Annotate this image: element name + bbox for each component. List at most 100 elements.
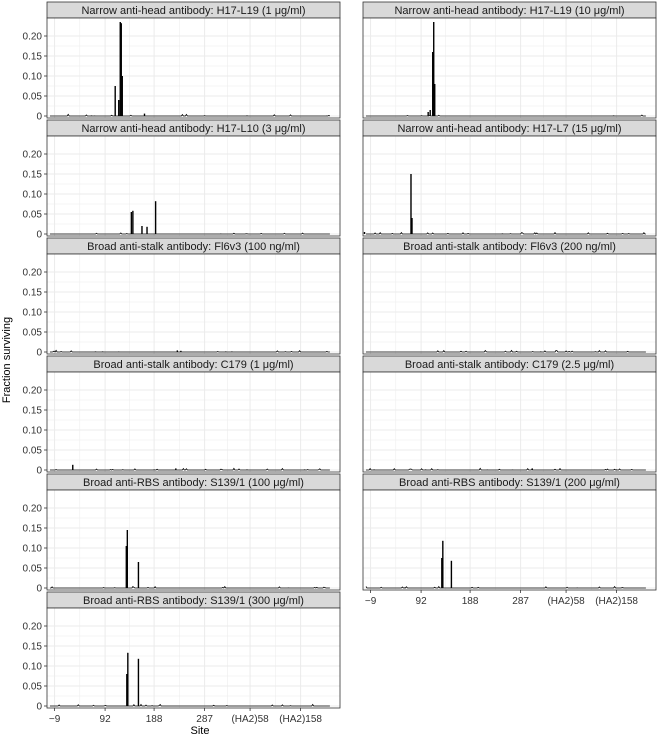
panel-border <box>362 17 657 119</box>
y-tick-label: 0.15 <box>23 524 43 535</box>
facet-title: Narrow anti-head antibody: H17-L10 (3 μg… <box>81 123 305 135</box>
y-tick-label: 0.10 <box>23 308 43 319</box>
facet-title: Narrow anti-head antibody: H17-L19 (10 μ… <box>394 5 624 17</box>
panel-border <box>362 371 657 473</box>
baseline-trace <box>50 467 330 471</box>
facet-title: Broad anti-stalk antibody: C179 (2.5 μg/… <box>405 359 614 371</box>
baseline-trace <box>366 349 646 353</box>
x-tick-label: 287 <box>196 714 213 725</box>
facet-title: Broad anti-RBS antibody: S139/1 (200 μg/… <box>399 477 620 489</box>
panel-background <box>47 254 340 354</box>
y-tick-label: 0.15 <box>23 170 43 181</box>
y-tick-label: 0.05 <box>23 328 43 339</box>
panel-border <box>46 607 341 709</box>
panel-border <box>46 135 341 237</box>
facet-panel: Narrow anti-head antibody: H17-L7 (15 μg… <box>362 119 657 237</box>
baseline-trace <box>50 585 330 589</box>
y-tick-label: 0.05 <box>23 682 43 693</box>
y-tick-label: 0.05 <box>23 564 43 575</box>
y-tick-label: 0.10 <box>23 426 43 437</box>
panel-background <box>47 608 340 708</box>
x-tick-label: (HA2)158 <box>279 714 322 725</box>
y-tick-label: 0.10 <box>23 190 43 201</box>
facet-panel: Broad anti-stalk antibody: C179 (1 μg/ml… <box>23 355 341 477</box>
baseline-trace <box>50 703 330 707</box>
facet-title: Broad anti-stalk antibody: Fl6v3 (200 ng… <box>403 241 616 253</box>
panel-background <box>363 136 656 236</box>
facet-title: Narrow anti-head antibody: H17-L7 (15 μg… <box>397 123 621 135</box>
facet-title: Broad anti-RBS antibody: S139/1 (300 μg/… <box>83 595 304 607</box>
y-tick-label: 0.20 <box>23 268 43 279</box>
x-tick-label: 287 <box>512 596 529 607</box>
panel-background <box>363 372 656 472</box>
panel-border <box>362 489 657 591</box>
baseline-trace <box>50 349 330 353</box>
panel-background <box>47 490 340 590</box>
y-tick-label: 0.15 <box>23 52 43 63</box>
facet-panel: Narrow anti-head antibody: H17-L10 (3 μg… <box>23 119 341 241</box>
facet-panel: Narrow anti-head antibody: H17-L19 (1 μg… <box>23 1 341 123</box>
baseline-trace <box>366 114 646 117</box>
x-tick-label: (HA2)58 <box>547 596 585 607</box>
y-tick-label: 0.20 <box>23 504 43 515</box>
y-tick-label: 0.20 <box>23 150 43 161</box>
panel-border <box>46 371 341 473</box>
y-tick-label: 0 <box>36 348 42 359</box>
x-tick-label: 92 <box>416 596 428 607</box>
y-tick-label: 0 <box>36 466 42 477</box>
baseline-trace <box>50 113 331 117</box>
facet-panel: Narrow anti-head antibody: H17-L19 (10 μ… <box>362 1 657 119</box>
panel-background <box>47 18 340 118</box>
panel-border <box>362 135 657 237</box>
y-tick-label: 0.20 <box>23 386 43 397</box>
x-tick-label: 188 <box>462 596 479 607</box>
panel-background <box>363 490 656 590</box>
facet-panel: Broad anti-RBS antibody: S139/1 (200 μg/… <box>362 473 657 607</box>
panels-group: Narrow anti-head antibody: H17-L19 (1 μg… <box>23 1 657 725</box>
panel-background <box>363 18 656 118</box>
x-axis-title: Site <box>191 725 210 737</box>
x-tick-label: (HA2)58 <box>231 714 269 725</box>
x-tick-label: (HA2)158 <box>595 596 638 607</box>
panel-background <box>47 372 340 472</box>
x-tick-label: 188 <box>146 714 163 725</box>
panel-border <box>46 17 341 119</box>
y-tick-label: 0.10 <box>23 544 43 555</box>
y-tick-label: 0.15 <box>23 642 43 653</box>
facet-title: Broad anti-stalk antibody: Fl6v3 (100 ng… <box>87 241 300 253</box>
y-tick-label: 0 <box>36 230 42 241</box>
y-tick-label: 0.05 <box>23 446 43 457</box>
facet-panel: Broad anti-stalk antibody: C179 (2.5 μg/… <box>362 355 657 473</box>
y-tick-label: 0.20 <box>23 622 43 633</box>
panel-background <box>363 254 656 354</box>
y-tick-label: 0 <box>36 702 42 713</box>
x-tick-label: −9 <box>49 714 61 725</box>
y-tick-label: 0.20 <box>23 32 43 43</box>
facet-panel: Broad anti-stalk antibody: Fl6v3 (100 ng… <box>23 237 341 359</box>
y-tick-label: 0.05 <box>23 92 43 103</box>
panel-background <box>47 136 340 236</box>
y-axis-title: Fraction surviving <box>1 317 13 403</box>
panel-border <box>362 253 657 355</box>
panel-border <box>46 253 341 355</box>
facet-panel: Broad anti-RBS antibody: S139/1 (100 μg/… <box>23 473 341 595</box>
x-tick-label: 92 <box>100 714 112 725</box>
y-tick-label: 0.15 <box>23 406 43 417</box>
x-tick-label: −9 <box>365 596 377 607</box>
y-tick-label: 0 <box>36 584 42 595</box>
facet-panel: Broad anti-stalk antibody: Fl6v3 (200 ng… <box>362 237 657 355</box>
y-tick-label: 0.15 <box>23 288 43 299</box>
facet-title: Broad anti-stalk antibody: C179 (1 μg/ml… <box>93 359 293 371</box>
baseline-trace <box>365 585 646 589</box>
facet-title: Broad anti-RBS antibody: S139/1 (100 μg/… <box>83 477 304 489</box>
facet-panel: Broad anti-RBS antibody: S139/1 (300 μg/… <box>23 591 341 725</box>
baseline-trace <box>366 467 646 471</box>
y-tick-label: 0.05 <box>23 210 43 221</box>
y-tick-label: 0 <box>36 112 42 123</box>
facet-title: Narrow anti-head antibody: H17-L19 (1 μg… <box>81 5 305 17</box>
y-tick-label: 0.10 <box>23 72 43 83</box>
baseline-trace <box>50 232 330 235</box>
panel-border <box>46 489 341 591</box>
y-tick-label: 0.10 <box>23 662 43 673</box>
